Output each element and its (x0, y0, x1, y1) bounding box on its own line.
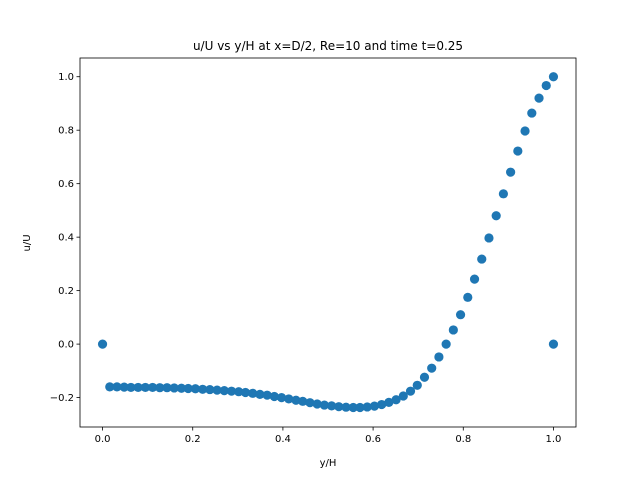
data-point (448, 325, 458, 335)
data-points (97, 72, 559, 413)
x-tick-label: 0.2 (185, 434, 201, 445)
data-point (162, 383, 172, 393)
y-tick-label: 0.4 (58, 233, 74, 244)
data-point (412, 380, 422, 390)
data-point (291, 395, 301, 405)
data-point (269, 391, 279, 402)
y-tick-label: 0.0 (58, 340, 74, 351)
data-point (513, 146, 523, 156)
data-point (498, 189, 508, 199)
data-point (212, 385, 222, 395)
data-point (97, 339, 108, 349)
data-point (541, 80, 551, 91)
data-point (427, 363, 437, 373)
data-point (369, 401, 380, 411)
data-point (455, 310, 466, 320)
data-point (398, 391, 408, 401)
x-axis-ticks: 0.0 0.2 0.4 0.6 0.8 1.0 (95, 427, 562, 445)
data-point (484, 233, 494, 243)
data-point (248, 388, 258, 398)
data-point (205, 384, 215, 395)
data-point (169, 383, 179, 393)
data-point (262, 390, 272, 400)
data-point (219, 386, 229, 396)
data-point (119, 382, 129, 392)
x-tick-label: 0.0 (95, 434, 111, 445)
data-point (140, 382, 150, 393)
x-tick-label: 1.0 (546, 434, 562, 445)
data-point (463, 292, 473, 302)
data-point (155, 383, 165, 393)
data-point (234, 387, 244, 397)
data-point (112, 382, 122, 392)
data-point (198, 384, 208, 394)
data-point (527, 108, 537, 118)
data-point (469, 274, 480, 284)
data-point (391, 395, 401, 405)
data-point (362, 402, 372, 412)
data-point (298, 396, 308, 406)
chart-title: u/U vs y/H at x=D/2, Re=10 and time t=0.… (193, 39, 463, 53)
y-tick-label: 0.2 (58, 286, 74, 297)
y-tick-label: 0.6 (58, 179, 74, 190)
data-point (226, 386, 237, 396)
data-point (148, 382, 158, 393)
data-point (276, 392, 287, 403)
data-point (312, 399, 322, 409)
x-tick-label: 0.8 (455, 434, 471, 445)
data-point (377, 399, 387, 410)
data-point (441, 339, 451, 349)
data-point (520, 126, 530, 136)
y-axis-label: u/U (22, 234, 33, 251)
data-point (434, 352, 444, 362)
x-axis-label: y/H (320, 458, 337, 469)
data-point (305, 398, 315, 408)
data-point (284, 394, 294, 404)
plot-frame (79, 57, 577, 428)
y-axis-ticks: −0.2 0.0 0.2 0.4 0.6 0.8 1.0 (50, 72, 80, 404)
data-point (405, 386, 416, 396)
y-tick-label: 1.0 (58, 72, 74, 83)
data-point (183, 383, 193, 394)
data-point (176, 383, 187, 393)
y-tick-label: 0.8 (58, 126, 74, 137)
data-point (548, 72, 559, 82)
x-tick-label: 0.4 (275, 434, 291, 445)
data-point (548, 339, 559, 349)
data-point (506, 167, 516, 177)
data-point (491, 211, 501, 221)
y-tick-label: −0.2 (50, 393, 74, 404)
data-point (334, 402, 344, 412)
data-point (327, 401, 337, 411)
data-point (477, 254, 487, 264)
x-tick-label: 0.6 (365, 434, 381, 445)
data-point (133, 382, 143, 393)
data-point (348, 402, 358, 413)
data-point (240, 387, 251, 398)
data-point (384, 397, 394, 407)
data-point (341, 402, 351, 412)
data-point (126, 382, 136, 393)
data-point (534, 93, 544, 103)
data-point (190, 384, 201, 394)
data-point (319, 400, 329, 410)
data-point (355, 402, 365, 413)
data-point (105, 382, 115, 392)
data-point (255, 389, 265, 399)
data-point (419, 372, 430, 382)
